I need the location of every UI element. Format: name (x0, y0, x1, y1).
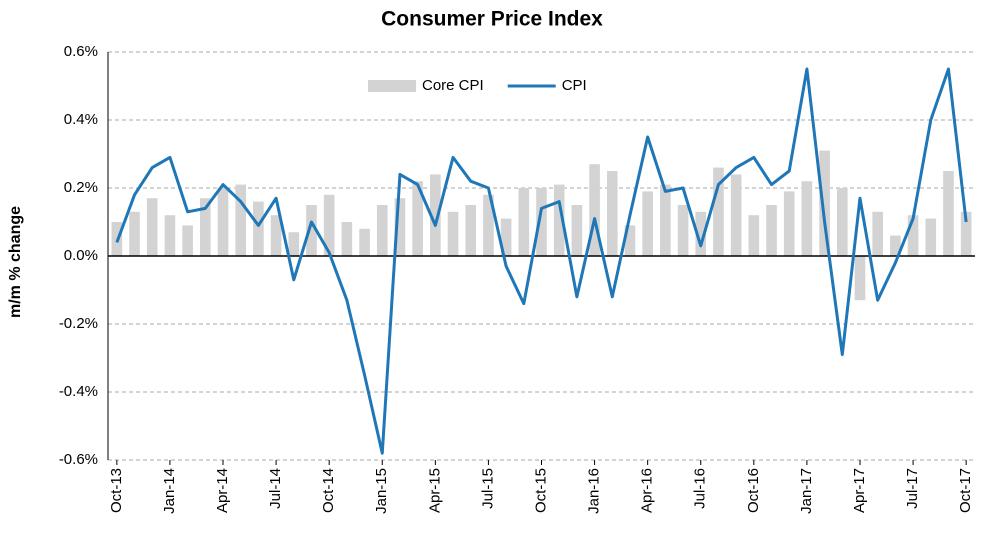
bar (288, 232, 300, 256)
bar (677, 205, 689, 256)
x-tick-label: Jul-16 (692, 468, 709, 509)
bar (642, 191, 653, 256)
legend-swatch (368, 80, 416, 92)
x-tick-label: Apr-14 (214, 468, 231, 513)
bar (217, 188, 229, 256)
bar (465, 205, 477, 256)
bar (412, 181, 423, 256)
bar (518, 188, 530, 256)
y-tick-label: 0.0% (64, 247, 98, 264)
bar (164, 215, 176, 256)
bar (872, 211, 883, 256)
y-axis-label: m/m % change (7, 206, 24, 318)
bar (500, 218, 512, 256)
bar (146, 198, 158, 256)
legend-label: CPI (562, 77, 587, 94)
bar (801, 181, 813, 256)
bar (660, 184, 671, 256)
x-tick-label: Oct-13 (108, 468, 125, 513)
x-tick-label: Oct-15 (532, 468, 549, 513)
bar (182, 225, 193, 256)
x-tick-label: Apr-15 (426, 468, 443, 513)
bar (925, 218, 937, 256)
bar (766, 205, 777, 256)
x-tick-label: Jul-17 (904, 468, 921, 509)
bar (553, 184, 565, 256)
bar (253, 201, 264, 256)
x-tick-label: Jan-15 (373, 468, 390, 514)
bar (376, 205, 388, 256)
bar (943, 171, 954, 256)
bar (907, 215, 919, 256)
line (115, 67, 968, 455)
x-tick-label: Jan-16 (586, 468, 603, 514)
bar (270, 215, 282, 256)
bar (960, 211, 972, 256)
chart-title: Consumer Price Index (381, 8, 603, 31)
bar (748, 215, 760, 256)
bar (341, 222, 353, 256)
y-tick-label: 0.2% (64, 179, 98, 196)
bar (323, 194, 335, 256)
y-tick-label: -0.4% (59, 383, 98, 400)
y-tick-label: 0.4% (64, 111, 98, 128)
bar (235, 184, 247, 256)
bar (589, 164, 600, 256)
bar (200, 198, 211, 256)
x-tick-label: Jan-17 (798, 468, 815, 514)
bar (394, 198, 406, 256)
bar (819, 150, 830, 256)
bar (430, 174, 441, 256)
x-tick-label: Oct-17 (957, 468, 974, 513)
y-tick-label: -0.6% (59, 451, 98, 468)
bar (483, 194, 494, 256)
bar (571, 205, 583, 256)
legend-label: Core CPI (422, 77, 484, 94)
bar (713, 167, 724, 256)
bar (536, 188, 547, 256)
bar (854, 256, 866, 301)
bar (624, 225, 636, 256)
bar (730, 174, 742, 256)
bar (783, 191, 795, 256)
bar (606, 171, 618, 256)
bar (836, 188, 848, 256)
bar (129, 211, 140, 256)
x-tick-label: Jan-14 (161, 468, 178, 514)
x-tick-label: Jul-15 (479, 468, 496, 509)
bar (306, 205, 317, 256)
bar (359, 228, 370, 256)
x-tick-label: Oct-14 (320, 468, 337, 513)
y-tick-label: -0.2% (59, 315, 98, 332)
bar (890, 235, 901, 256)
x-tick-label: Apr-17 (851, 468, 868, 513)
bar (447, 211, 459, 256)
x-tick-label: Jul-14 (267, 468, 284, 509)
bar (695, 211, 707, 256)
x-tick-label: Oct-16 (745, 468, 762, 513)
x-tick-label: Apr-16 (639, 468, 656, 513)
y-tick-label: 0.6% (64, 43, 98, 60)
